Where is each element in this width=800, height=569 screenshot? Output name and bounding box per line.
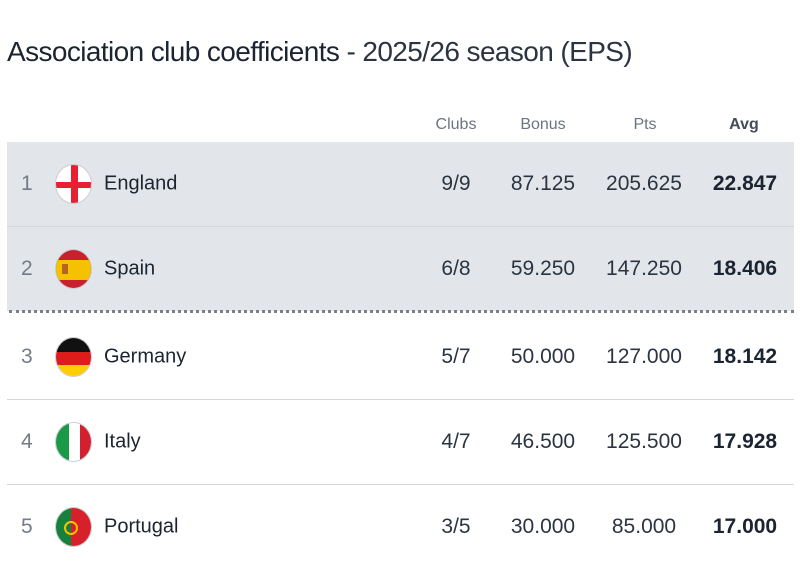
country-name[interactable]: England <box>104 172 178 195</box>
bonus-value: 50.000 <box>510 345 576 368</box>
header-bonus[interactable]: Bonus <box>520 116 566 133</box>
bonus-value: 59.250 <box>510 257 576 280</box>
country-name[interactable]: Spain <box>104 257 156 280</box>
pts-value: 147.250 <box>606 257 682 280</box>
avg-value: 17.928 <box>712 430 778 453</box>
qualification-dotted-divider <box>9 310 794 313</box>
table-row-spain[interactable]: 2 Spain 6/8 59.250 147.250 18.406 <box>7 227 794 311</box>
germany-flag-icon <box>55 337 92 377</box>
avg-value: 18.406 <box>712 257 778 280</box>
pts-value: 85.000 <box>611 515 677 538</box>
clubs-value: 3/5 <box>441 515 471 538</box>
england-flag-icon <box>55 164 92 204</box>
table-row-portugal[interactable]: 5 Portugal 3/5 30.000 85.000 17.000 <box>7 485 794 569</box>
header-pts[interactable]: Pts <box>633 116 657 133</box>
spain-flag-icon <box>55 249 92 289</box>
pts-value: 127.000 <box>606 345 682 368</box>
rank: 2 <box>21 257 33 280</box>
bonus-value: 87.125 <box>510 172 576 195</box>
bonus-value: 46.500 <box>510 430 576 453</box>
table-row-italy[interactable]: 4 Italy 4/7 46.500 125.500 17.928 <box>7 400 794 485</box>
clubs-value: 4/7 <box>441 430 471 453</box>
title-main: Association club coefficients <box>7 36 340 67</box>
pts-value: 125.500 <box>606 430 682 453</box>
country-name[interactable]: Italy <box>104 430 141 453</box>
title-sub: - 2025/26 season (EPS) <box>339 36 633 67</box>
country-name[interactable]: Germany <box>104 345 187 368</box>
bonus-value: 30.000 <box>510 515 576 538</box>
header-avg[interactable]: Avg <box>729 116 759 133</box>
table-row-germany[interactable]: 3 Germany 5/7 50.000 127.000 18.142 <box>7 315 794 400</box>
clubs-value: 6/8 <box>441 257 471 280</box>
avg-value: 17.000 <box>712 515 778 538</box>
clubs-value: 5/7 <box>441 345 471 368</box>
page-title: Association club coefficients - 2025/26 … <box>7 36 633 68</box>
table-row-england[interactable]: 1 England 9/9 87.125 205.625 22.847 <box>7 142 794 227</box>
country-name[interactable]: Portugal <box>104 515 179 538</box>
pts-value: 205.625 <box>606 172 682 195</box>
portugal-flag-icon <box>55 507 92 547</box>
rank: 4 <box>21 430 33 453</box>
rank: 5 <box>21 515 33 538</box>
rank: 1 <box>21 172 33 195</box>
italy-flag-icon <box>55 422 92 462</box>
avg-value: 22.847 <box>712 172 778 195</box>
rank: 3 <box>21 345 33 368</box>
header-clubs[interactable]: Clubs <box>435 116 477 133</box>
avg-value: 18.142 <box>712 345 778 368</box>
clubs-value: 9/9 <box>441 172 471 195</box>
